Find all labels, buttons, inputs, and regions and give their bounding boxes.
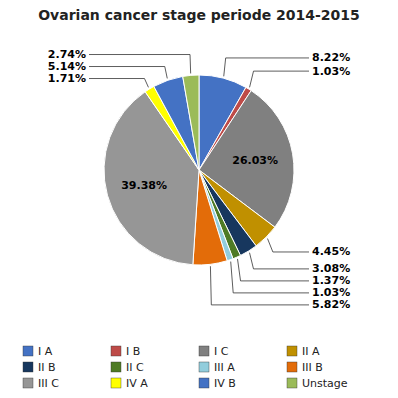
legend-label: III B bbox=[302, 361, 323, 374]
legend-label: I A bbox=[38, 345, 53, 358]
legend-swatch bbox=[287, 378, 297, 388]
legend-swatch bbox=[23, 378, 33, 388]
legend-label: Unstage bbox=[302, 377, 348, 390]
data-label: 26.03% bbox=[232, 154, 278, 167]
data-label: 4.45% bbox=[312, 245, 350, 258]
data-label: 1.03% bbox=[312, 65, 350, 78]
legend-label: IV B bbox=[214, 377, 236, 390]
legend-label: I C bbox=[214, 345, 229, 358]
leader-line bbox=[210, 266, 309, 305]
legend-swatch bbox=[23, 362, 33, 372]
data-label: 1.71% bbox=[48, 72, 86, 85]
leader-line bbox=[250, 253, 309, 269]
chart: Ovarian cancer stage periode 2014-2015 26… bbox=[0, 0, 398, 398]
slice bbox=[183, 75, 199, 170]
leader-line bbox=[89, 67, 167, 79]
legend-swatch bbox=[199, 378, 209, 388]
data-label: 39.38% bbox=[121, 179, 167, 192]
legend-swatch bbox=[23, 346, 33, 356]
legend-swatch bbox=[111, 378, 121, 388]
legend-swatch bbox=[111, 362, 121, 372]
leader-line bbox=[89, 79, 148, 88]
legend-swatch bbox=[199, 346, 209, 356]
legend-label: III C bbox=[38, 377, 59, 390]
leader-line bbox=[267, 239, 309, 252]
legend-label: IV A bbox=[126, 377, 148, 390]
leader-line bbox=[250, 71, 309, 87]
legend-label: III A bbox=[214, 361, 235, 374]
title: Ovarian cancer stage periode 2014-2015 bbox=[38, 7, 360, 23]
legend-label: II C bbox=[126, 361, 144, 374]
leader-line bbox=[224, 58, 309, 76]
legend-label: II B bbox=[38, 361, 56, 374]
pie: 26.03%39.38%8.22%1.03%4.45%3.08%1.37%1.0… bbox=[48, 48, 350, 311]
legend-label: I B bbox=[126, 345, 140, 358]
data-label: 5.82% bbox=[312, 298, 350, 311]
legend-swatch bbox=[287, 362, 297, 372]
data-label: 8.22% bbox=[312, 51, 350, 64]
leader-line bbox=[231, 262, 309, 293]
legend: I A I B I C II A II B II C III A III B III C IV A… bbox=[23, 345, 348, 390]
legend-swatch bbox=[111, 346, 121, 356]
legend-swatch bbox=[199, 362, 209, 372]
leader-line bbox=[89, 55, 191, 74]
leader-line bbox=[238, 259, 309, 281]
legend-label: II A bbox=[302, 345, 320, 358]
legend-swatch bbox=[287, 346, 297, 356]
